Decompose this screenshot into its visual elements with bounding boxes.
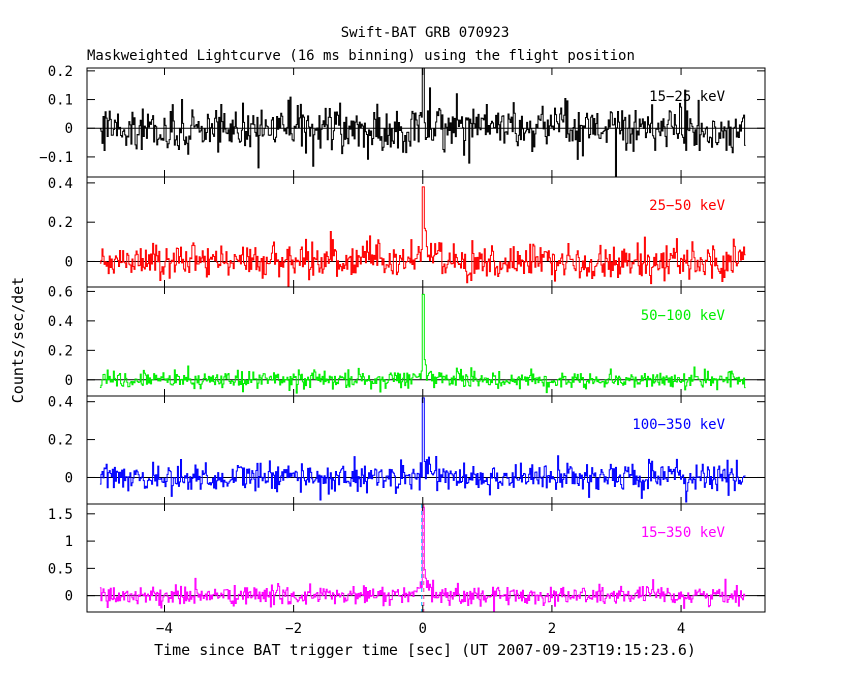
panel-5: 0 0.5 1 1.5 15−350 keV	[48, 503, 766, 613]
panel-2: 0 0.2 0.4 25−50 keV	[48, 176, 766, 288]
band-label: 25−50 keV	[649, 198, 725, 214]
y-tick-label: 0.2	[48, 64, 73, 80]
band-label: 15−350 keV	[641, 525, 726, 541]
series-line	[99, 67, 746, 178]
y-axis-label: Counts/sec/det	[9, 277, 27, 403]
panel-3: 0 0.2 0.4 0.6 50−100 keV	[48, 284, 766, 397]
x-tick-label: 0	[419, 621, 427, 637]
panel-frame	[86, 503, 766, 613]
series-line	[99, 506, 746, 613]
band-label: 100−350 keV	[632, 417, 725, 433]
series-line	[99, 293, 746, 394]
x-tick-label: −2	[285, 621, 302, 637]
y-tick-label: 0	[65, 373, 73, 389]
y-tick-label: 0	[65, 470, 73, 486]
y-tick-label: 0	[65, 589, 73, 605]
x-tick-label: 4	[677, 621, 685, 637]
y-tick-label: 0.4	[48, 395, 73, 411]
y-tick-label: 0.6	[48, 284, 73, 300]
y-tick-label: 0.4	[48, 176, 73, 192]
y-tick-label: −0.1	[39, 150, 73, 166]
chart-title: Swift-BAT GRB 070923	[341, 25, 510, 41]
y-tick-label: 0.4	[48, 314, 73, 330]
panel-1: −0.1 0 0.1 0.2 15−25 keV	[39, 64, 766, 178]
x-axis-label: Time since BAT trigger time [sec] (UT 20…	[154, 641, 696, 659]
band-label: 15−25 keV	[649, 89, 725, 105]
y-tick-label: 0.2	[48, 433, 73, 449]
y-tick-label: 1	[65, 534, 73, 550]
chart-subtitle: Maskweighted Lightcurve (16 ms binning) …	[87, 48, 635, 64]
y-tick-label: 0	[65, 254, 73, 270]
y-tick-label: 1.5	[48, 507, 73, 523]
y-tick-label: 0	[65, 121, 73, 137]
band-label: 50−100 keV	[641, 308, 726, 324]
series-line	[99, 397, 746, 503]
y-tick-label: 0.5	[48, 561, 73, 577]
x-tick-label: −4	[156, 621, 173, 637]
y-tick-label: 0.2	[48, 343, 73, 359]
y-tick-label: 0.1	[48, 93, 73, 109]
panels-group: −0.1 0 0.1 0.2 15−25 keV 0 0.2 0.4 25−50 keV 0 0.2…	[39, 64, 766, 637]
panel-4: 0 0.2 0.4 100−350 keV	[48, 395, 766, 505]
series-line	[99, 186, 746, 288]
x-tick-label: 2	[548, 621, 556, 637]
y-tick-label: 0.2	[48, 215, 73, 231]
